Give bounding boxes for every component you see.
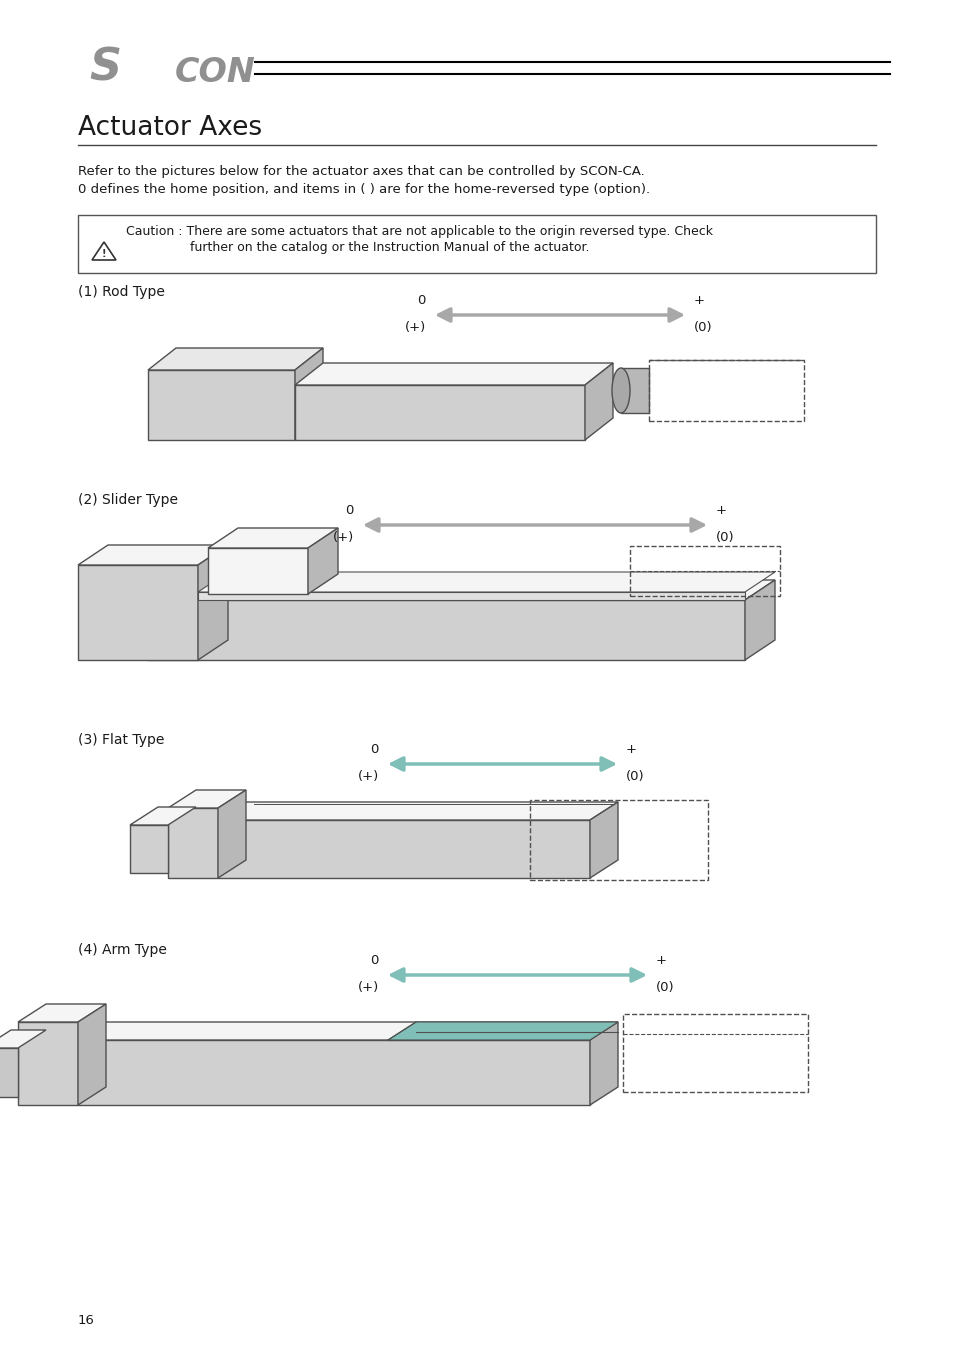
Text: (+): (+) [357,769,378,783]
Polygon shape [589,1022,618,1106]
Text: +: + [656,954,666,967]
Polygon shape [168,809,218,878]
Text: (4) Arm Type: (4) Arm Type [78,944,167,957]
Polygon shape [208,548,308,594]
Polygon shape [168,790,246,809]
Text: 0: 0 [370,743,378,756]
Text: +: + [716,504,726,517]
Text: (+): (+) [357,981,378,994]
Bar [78,215,875,273]
Polygon shape [130,807,195,825]
Polygon shape [198,572,774,593]
Text: S: S [89,46,121,89]
Text: Caution : There are some actuators that are not applicable to the origin reverse: Caution : There are some actuators that … [126,225,712,239]
Text: +: + [625,743,637,756]
Polygon shape [584,363,613,440]
Text: 0: 0 [345,504,354,517]
Text: (+): (+) [333,531,354,544]
Polygon shape [130,825,168,873]
Polygon shape [589,802,618,878]
Polygon shape [198,593,744,599]
Text: (0): (0) [625,769,644,783]
Polygon shape [78,1022,618,1040]
Bar [530,801,707,880]
Text: (0): (0) [716,531,734,544]
Polygon shape [218,802,618,819]
Polygon shape [294,363,613,385]
Text: (0): (0) [656,981,674,994]
Text: (0): (0) [693,321,712,333]
Polygon shape [148,599,744,660]
Text: Actuator Axes: Actuator Axes [78,115,262,140]
Text: (1) Rod Type: (1) Rod Type [78,285,165,298]
Polygon shape [78,1004,106,1106]
Polygon shape [0,1048,18,1098]
Text: (+): (+) [404,321,426,333]
Text: 0 defines the home position, and items in ( ) are for the home-reversed type (op: 0 defines the home position, and items i… [78,184,649,197]
Polygon shape [148,580,774,599]
Polygon shape [620,369,648,413]
Polygon shape [294,348,323,440]
Polygon shape [78,566,198,660]
Text: 0: 0 [417,294,426,306]
Polygon shape [18,1004,106,1022]
Text: CON: CON [174,55,255,89]
Polygon shape [148,348,323,370]
Polygon shape [388,1022,618,1040]
Text: !: ! [102,248,106,259]
Polygon shape [148,370,294,440]
Text: Refer to the pictures below for the actuator axes that can be controlled by SCON: Refer to the pictures below for the actu… [78,166,644,178]
Polygon shape [78,1040,589,1106]
Polygon shape [218,819,589,878]
Bar [629,545,780,595]
Polygon shape [744,580,774,660]
Polygon shape [198,545,228,660]
Bar [648,360,803,421]
Ellipse shape [612,369,629,413]
Polygon shape [208,528,337,548]
Polygon shape [0,1030,46,1048]
Polygon shape [78,545,228,566]
Polygon shape [218,790,246,878]
Text: +: + [693,294,704,306]
Polygon shape [294,385,584,440]
Text: 16: 16 [78,1314,94,1327]
Text: (2) Slider Type: (2) Slider Type [78,493,178,508]
Polygon shape [308,528,337,594]
Text: 0: 0 [370,954,378,967]
Text: further on the catalog or the Instruction Manual of the actuator.: further on the catalog or the Instructio… [190,242,589,255]
Bar [622,1014,807,1092]
Polygon shape [18,1022,78,1106]
Text: (3) Flat Type: (3) Flat Type [78,733,164,747]
